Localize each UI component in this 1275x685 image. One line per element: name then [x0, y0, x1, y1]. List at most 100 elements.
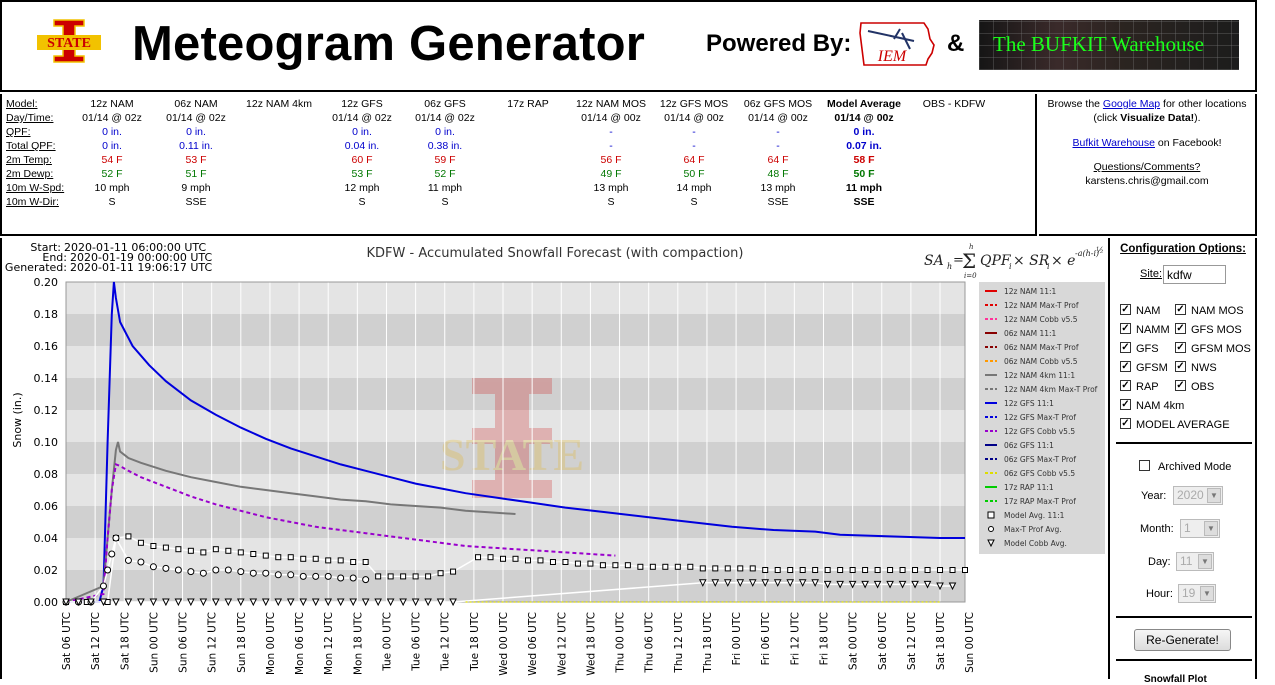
x-tick-label: Sat 18 UTC [119, 612, 131, 670]
x-tick-label: Thu 06 UTC [644, 612, 656, 674]
regenerate-button[interactable]: Re-Generate! [1134, 629, 1231, 651]
model-checkbox[interactable]: ✓ [1120, 361, 1131, 372]
model-checkbox[interactable]: ✓ [1120, 380, 1131, 391]
google-map-link[interactable]: Google Map [1102, 98, 1161, 110]
table-cell: 58 F [853, 154, 875, 166]
model-avg-marker [287, 554, 294, 561]
bufkit-logo-grid [979, 20, 1239, 70]
model-checkbox[interactable]: ✓ [1120, 304, 1131, 315]
facebook-line: Bufkit Warehouse on Facebook! [1039, 136, 1255, 150]
model-checkbox[interactable]: ✓ [1175, 323, 1186, 334]
maxt-prof-avg-marker [312, 572, 320, 580]
watermark-text: STATE [440, 429, 584, 480]
cobb-avg-marker [761, 579, 770, 587]
x-tick-label: Tue 06 UTC [411, 612, 423, 672]
model-avg-marker [337, 557, 344, 564]
model-avg-marker [387, 573, 394, 580]
start-label: Start: [30, 241, 61, 254]
maxt-prof-avg-marker [237, 568, 245, 576]
maxt-prof-avg-marker [174, 566, 182, 574]
model-avg-marker [437, 570, 444, 577]
table-cell: - [692, 126, 696, 138]
info-panel: Browse the Google Map for other location… [1039, 94, 1257, 236]
maxt-prof-avg-marker [299, 572, 307, 580]
model-avg-marker [662, 563, 669, 570]
table-row: 2m Dewp: 52 F 51 F 53 F 52 F 49 F 50 F 48 F 50 F [6, 167, 1000, 181]
model-avg-marker [699, 565, 706, 572]
page-title: Meteogram Generator [132, 17, 645, 71]
plot-region: STATE 0.00 0.02 0.04 0.06 0.08 0.10 0.12 0.14 0.1… [34, 276, 977, 676]
x-tick-label: Fri 18 UTC [818, 612, 830, 665]
table-cell: 11 mph [845, 182, 883, 194]
x-tick-label: Sat 12 UTC [90, 612, 102, 670]
y-tick-label: 0.14 [34, 372, 59, 385]
day-select[interactable]: 11 ▼ [1176, 552, 1214, 571]
facebook-suffix: on Facebook! [1154, 137, 1222, 149]
year-select[interactable]: 2020 ▼ [1173, 486, 1223, 505]
x-tick-label: Fri 06 UTC [760, 612, 772, 665]
x-tick-label: Sun 18 UTC [236, 612, 248, 673]
isu-logo-icon: STATE [37, 19, 101, 63]
x-tick-label: Tue 12 UTC [440, 612, 452, 672]
table-cell: 10 mph [94, 182, 130, 194]
y-tick-label: 0.08 [34, 468, 59, 481]
cobb-avg-marker [911, 580, 919, 589]
table-cell: 01/14 @ 00z [748, 112, 808, 124]
bufkit-facebook-link[interactable]: Bufkit Warehouse [1072, 137, 1155, 149]
end-value: 2020-01-19 00:00:00 UTC [70, 251, 212, 264]
table-cell: 12z NAM MOS [575, 98, 646, 110]
table-cell: - [609, 140, 613, 152]
model-checkbox-label: NWS [1191, 362, 1217, 374]
questions-link[interactable]: Questions/Comments? [1093, 161, 1201, 173]
row-label: Day/Time: [6, 112, 54, 124]
model-checkbox[interactable]: ✓ [1175, 380, 1186, 391]
month-select[interactable]: 1 ▼ [1180, 519, 1220, 538]
chart-title: KDFW - Accumulated Snowfall Forecast (wi… [367, 246, 744, 261]
bufkit-warehouse-logo[interactable]: The BUFKIT Warehouse [979, 20, 1239, 70]
hour-label: Hour: [1146, 588, 1173, 600]
model-avg-marker [562, 559, 569, 565]
x-tick-label: Tue 00 UTC [381, 612, 393, 672]
cobb-avg-marker [823, 580, 832, 589]
model-avg-marker [125, 533, 132, 540]
cobb-avg-marker [836, 580, 844, 589]
table-row: 10m W-Spd: 10 mph 9 mph 12 mph 11 mph 13 mph 1… [6, 181, 1000, 195]
ampersand-label: & [947, 30, 965, 57]
model-avg-marker [599, 562, 606, 569]
legend-swatch [988, 526, 994, 532]
formula-equals: = [953, 253, 964, 268]
table-cell: S [441, 196, 449, 208]
iem-logo-icon[interactable]: IEM [858, 19, 938, 69]
model-avg-marker [637, 563, 644, 570]
archived-mode-checkbox[interactable] [1139, 460, 1150, 471]
start-value: 2020-01-11 06:00:00 UTC [64, 241, 206, 254]
model-avg-marker [812, 567, 819, 573]
day-value: 11 [1180, 554, 1193, 568]
year-label: Year: [1141, 490, 1167, 502]
visualize-data-label: Visualize Data! [1120, 112, 1195, 124]
legend-label: 17z RAP 11:1 [1004, 483, 1054, 492]
table-cell: 12z NAM 4km [246, 98, 312, 110]
hour-select[interactable]: 19 ▼ [1178, 584, 1216, 603]
x-tick-label: Wed 12 UTC [556, 612, 568, 676]
maxt-prof-avg-marker [349, 574, 357, 582]
model-checkbox[interactable]: ✓ [1120, 342, 1131, 353]
model-checkbox[interactable]: ✓ [1120, 323, 1131, 334]
model-checkbox[interactable]: ✓ [1175, 304, 1186, 315]
plot-band [66, 378, 965, 410]
table-cell: 01/14 @ 02z [415, 112, 475, 124]
model-avg-marker [912, 567, 919, 573]
model-checkbox[interactable]: ✓ [1120, 418, 1131, 429]
chevron-down-icon: ▼ [1200, 586, 1214, 601]
divider [1116, 659, 1252, 661]
chevron-down-icon: ▼ [1198, 554, 1212, 569]
table-cell: 64 F [683, 154, 705, 166]
model-data-table: Model: 12z NAM 06z NAM 12z NAM 4km 12z GFS 06… [6, 97, 1000, 209]
site-input[interactable] [1163, 265, 1226, 284]
model-checkbox[interactable]: ✓ [1175, 342, 1186, 353]
model-checkbox[interactable]: ✓ [1175, 361, 1186, 372]
legend-label: 12z NAM 4km 11:1 [1004, 371, 1075, 380]
snowfall-chart-area: Start: 2020-01-11 06:00:00 UTC End: 2020… [0, 238, 1110, 679]
x-tick-label: Sat 06 UTC [877, 612, 889, 670]
model-checkbox[interactable]: ✓ [1120, 399, 1131, 410]
